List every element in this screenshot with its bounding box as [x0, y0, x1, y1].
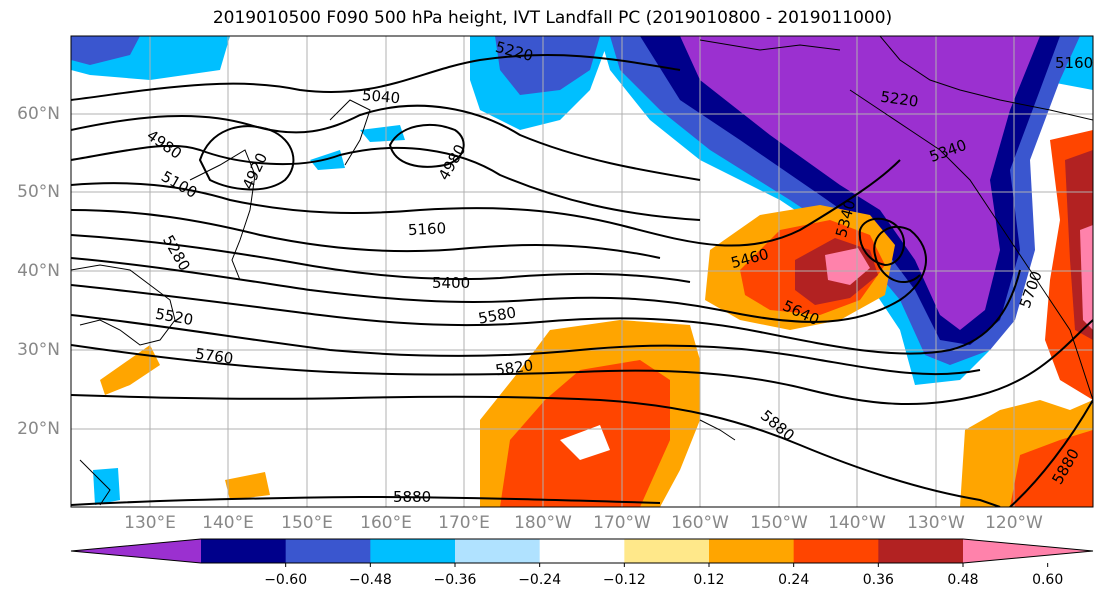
colorbar	[70, 538, 1094, 567]
colorbar-segment	[539, 539, 625, 563]
colorbar-segment	[285, 539, 371, 563]
lon-label: 170°W	[593, 513, 651, 533]
lon-label: 130°W	[907, 513, 965, 533]
lon-label: 140°E	[202, 513, 254, 533]
colorbar-tick-label: 0.48	[947, 572, 979, 588]
lat-label: 60°N	[17, 104, 60, 124]
lon-label: 130°E	[124, 513, 176, 533]
map-frame	[70, 35, 1094, 508]
lon-label: 150°E	[281, 513, 333, 533]
lat-label: 30°N	[17, 340, 60, 360]
colorbar-extend-min	[71, 539, 201, 563]
colorbar-tick-label: 0.24	[778, 572, 810, 588]
lon-label: 170°E	[438, 513, 490, 533]
contour-label: 5040	[361, 86, 401, 107]
colorbar-segment	[624, 539, 710, 563]
contour-label: 5880	[393, 488, 431, 506]
contour-label: 5220	[879, 88, 919, 111]
height-contours	[71, 54, 1093, 507]
colorbar-segment	[793, 539, 879, 563]
contour-label: 5820	[494, 356, 534, 379]
map-title: 2019010500 F090 500 hPa height, IVT Land…	[212, 8, 893, 28]
colorbar-tick-label: 0.60	[1032, 572, 1064, 588]
colorbar-segment	[709, 539, 795, 563]
contour-label: 5160	[1055, 54, 1093, 72]
lon-label: 120°W	[985, 513, 1043, 533]
colorbar-tick-label: −0.36	[433, 572, 477, 588]
colorbar-outline	[70, 538, 1094, 564]
colorbar-segment	[455, 539, 541, 563]
lat-label: 50°N	[17, 182, 60, 202]
contour-label: 5400	[432, 274, 470, 292]
colorbar-tick-label: −0.12	[602, 572, 646, 588]
lon-label: 150°W	[750, 513, 808, 533]
colorbar-tick-label: −0.48	[348, 572, 392, 588]
contour-label: 5160	[408, 219, 447, 239]
colorbar-segment	[370, 539, 456, 563]
colorbar-segment	[878, 539, 964, 563]
colorbar-tick-label: 0.12	[693, 572, 725, 588]
colorbar-tick-label: 0.36	[862, 572, 894, 588]
lon-label: 160°W	[671, 513, 729, 533]
lon-label: 140°W	[828, 513, 886, 533]
lon-label: 180°W	[514, 513, 572, 533]
contour-label: 5760	[194, 345, 234, 368]
colorbar-segment	[201, 539, 287, 563]
colorbar-tick-label: −0.24	[518, 572, 562, 588]
lat-label: 40°N	[17, 261, 60, 281]
colorbar-extend-max	[963, 539, 1093, 563]
colorbar-tick-label: −0.60	[264, 572, 308, 588]
lat-label: 20°N	[17, 419, 60, 439]
coastlines	[71, 36, 1093, 506]
lon-label: 160°E	[360, 513, 412, 533]
